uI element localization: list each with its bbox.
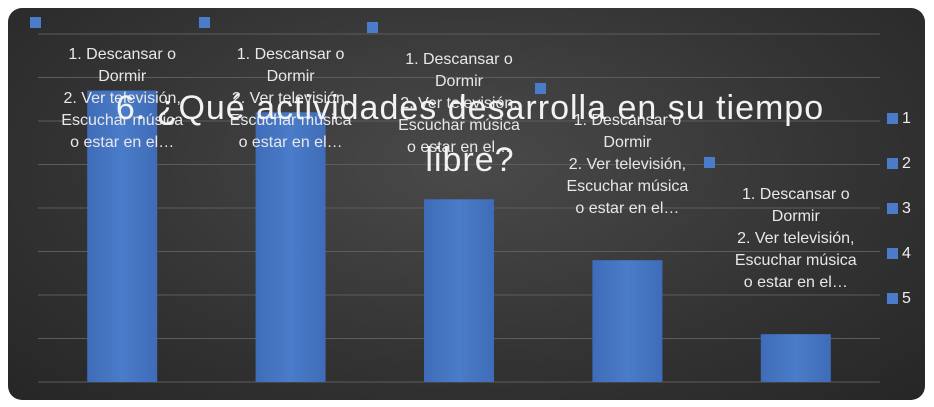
data-label-key <box>703 157 715 169</box>
legend-swatch <box>887 293 898 304</box>
bar <box>424 199 494 382</box>
data-label: 1. Descansar o Dormir 2. Ver televisión,… <box>61 46 184 151</box>
data-label-key <box>367 22 378 34</box>
data-label: 1. Descansar o Dormir 2. Ver televisión,… <box>229 46 352 151</box>
legend-label: 1 <box>902 110 911 127</box>
data-label-key <box>535 83 547 95</box>
data-label-key <box>198 17 210 28</box>
legend-label: 2 <box>902 155 911 172</box>
bar <box>760 334 831 382</box>
data-label: 1. Descansar o Dormir 2. Ver televisión,… <box>566 112 689 218</box>
legend-swatch <box>887 203 898 214</box>
legend-swatch <box>887 113 898 124</box>
legend-swatch <box>887 248 898 259</box>
bar <box>255 112 326 383</box>
legend-label: 5 <box>902 290 911 307</box>
legend-item: 5 <box>887 290 911 308</box>
data-label: 1. Descansar o Dormir 2. Ver televisión,… <box>398 51 520 157</box>
legend-label: 4 <box>902 245 911 262</box>
legend-swatch <box>887 158 898 169</box>
chart-title: 6. ¿Qué actividades desarrolla en su tie… <box>115 89 825 179</box>
legend-item: 3 <box>887 200 911 218</box>
legend-item: 2 <box>887 155 911 173</box>
bar <box>592 260 663 382</box>
data-label: 1. Descansar o Dormir 2. Ver televisión,… <box>734 186 857 292</box>
legend-label: 3 <box>902 200 911 217</box>
legend-item: 4 <box>887 245 911 263</box>
legend-item: 1 <box>887 110 911 128</box>
bar <box>87 90 158 383</box>
data-label-key <box>30 17 42 28</box>
